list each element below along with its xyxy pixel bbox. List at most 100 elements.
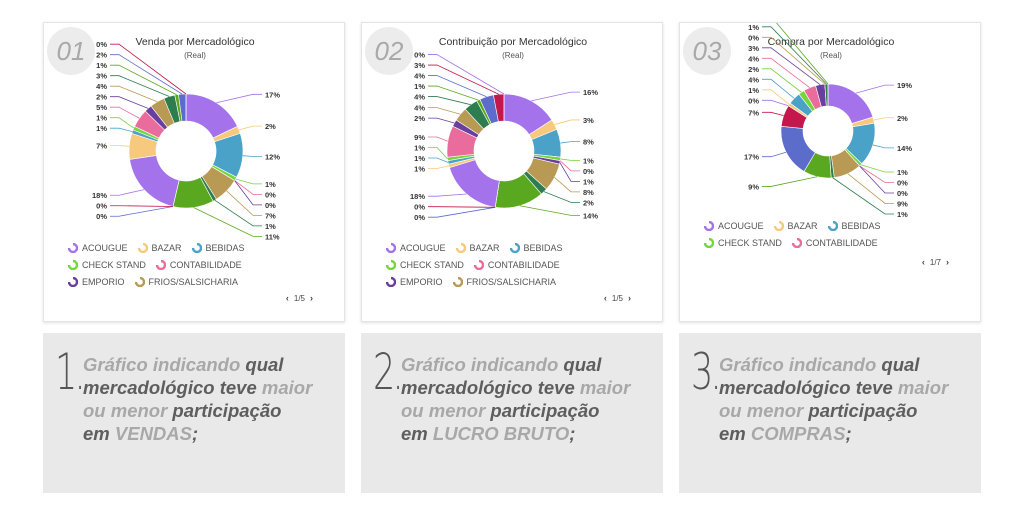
donut-slice [129,155,180,207]
badge: 02 [375,36,404,66]
leader-line [110,54,183,95]
data-label: 7% [265,211,276,220]
caption-segment: participação [490,400,600,421]
legend-swatch [68,243,78,253]
data-label: 3% [414,61,425,70]
leader-line [428,206,496,208]
data-label: 1% [265,180,276,189]
legend-item: CONTABILIDADE [791,238,878,248]
leader-line [110,96,149,109]
legend-icon [452,277,463,287]
pager-prev: ‹ [603,293,607,303]
caption-segment: em [719,423,751,444]
leader-line [543,191,580,203]
legend-label: BEBIDAS [523,243,563,253]
caption-segment: qual [245,354,284,375]
data-label: 17% [265,90,280,99]
legend-label: EMPORIO [400,277,443,287]
badge: 01 [57,36,86,66]
data-label: 14% [897,144,912,153]
legend-label: ACOUGUE [400,243,446,253]
leader-line [762,47,821,85]
legend-icon [509,243,520,253]
data-label: 0% [96,202,107,211]
leader-line [235,178,262,185]
leader-line [832,177,894,215]
data-label: 12% [265,153,280,162]
legend-label: ACOUGUE [718,221,764,231]
leader-line [762,176,818,187]
data-label: 1% [414,144,425,153]
caption-segment: Gráfico indicando [401,354,564,375]
legend-label: EMPORIO [82,277,125,287]
leader-line [554,119,580,125]
data-label: 5% [96,103,107,112]
legend-label: CHECK STAND [718,238,782,248]
legend-item: CHECK STAND [68,260,146,270]
legend-item: BAZAR [137,243,182,253]
legend-swatch [137,243,148,253]
data-label: 11% [265,232,280,241]
pager-prev: ‹ [921,257,925,267]
legend-icon [191,243,202,253]
legend-swatch [155,260,166,270]
chart-title: Contribuição por Mercadológico [439,36,587,48]
chart: 02 Contribuição por Mercadológico (Real) 16… [365,27,598,222]
data-label: 4% [414,93,425,102]
legend-swatch [455,243,466,253]
legend-icon [134,277,145,287]
legend-label: BEBIDAS [205,243,245,253]
legend-swatch [473,260,484,270]
legend-item: CONTABILIDADE [473,260,560,270]
data-label: 9% [748,182,759,191]
leader-line [110,127,133,132]
chart-card: 03 Compra por Mercadológico (Real) 19% 2% 14%… [679,22,981,322]
data-label: 2% [265,122,276,131]
caption-segment: maior [579,377,631,398]
leader-line [226,190,262,216]
chart: 03 Compra por Mercadológico (Real) 19% 2% 14%… [683,23,912,219]
leader-line [428,193,467,197]
leader-line [428,107,461,115]
legend-label: CONTABILIDADE [805,238,878,248]
data-label: 16% [583,88,598,97]
leader-line [238,125,262,131]
chart-title: Venda por Mercadológico [135,36,254,48]
caption-segment: mercadológico teve [83,377,262,398]
caption-segment: qual [563,354,602,375]
data-label: 1% [897,210,908,219]
caption-segment: qual [881,354,920,375]
data-label: 0% [748,96,759,105]
leader-line [859,165,894,194]
legend-icon [773,221,784,231]
legend-label: CHECK STAND [82,260,146,270]
legend-item: BEBIDAS [191,243,245,253]
caption-segment: ; [569,423,576,444]
chart-subtitle: (Real) [502,51,524,60]
chart-card: 02 Contribuição por Mercadológico (Real) 16… [361,22,663,322]
chart-title: Compra por Mercadológico [768,36,895,48]
leader-line [428,117,455,124]
legend-swatch [704,221,714,231]
leader-line [873,117,894,121]
legend-item: ACOUGUE [704,221,764,231]
badge-circle [365,27,413,75]
data-label: 1% [96,61,107,70]
legend-label: FRIOS/SALSICHARIA [466,277,557,287]
leader-line [762,99,789,107]
leader-line [428,157,449,163]
data-label: 0% [748,33,759,42]
legend-icon [386,277,396,287]
data-label: 0% [96,40,107,49]
legend-swatch [509,243,520,253]
caption-text: Gráfico indicando qual mercadológico teve… [719,353,948,445]
leader-line [860,164,894,173]
legend-item: EMPORIO [68,277,125,287]
legend-item: CONTABILIDADE [155,260,242,270]
data-label: 2% [96,51,107,60]
legend-item: CHECK STAND [704,238,782,248]
leader-line [559,162,580,182]
caption-line: ou menor participação [83,399,312,422]
caption-segment: ; [845,423,852,444]
data-label: 1% [414,154,425,163]
